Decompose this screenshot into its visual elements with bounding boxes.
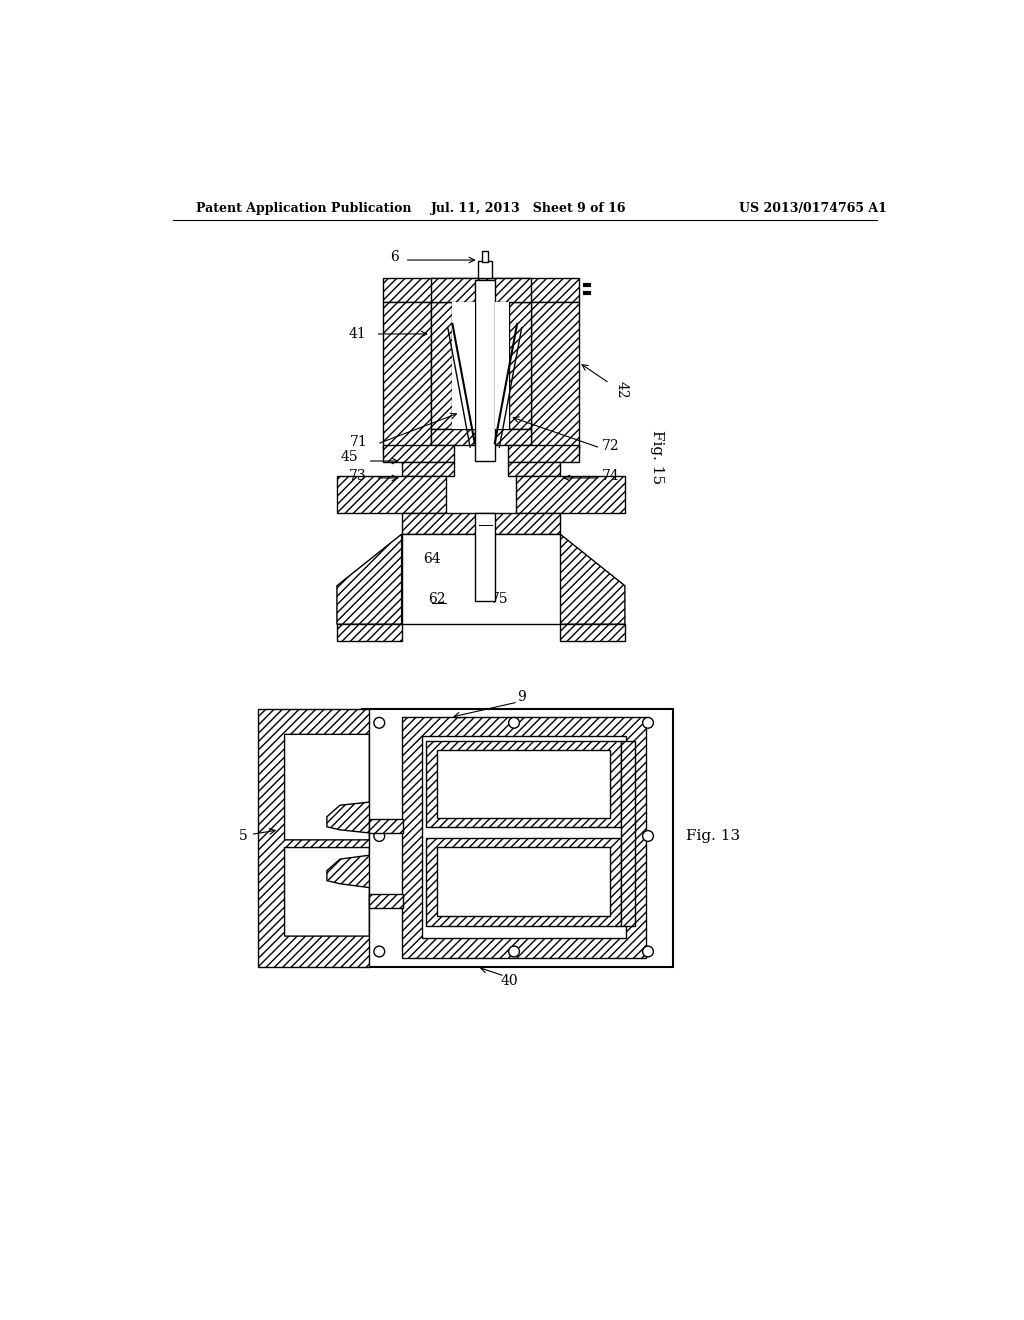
Text: 73: 73 — [348, 469, 367, 483]
Polygon shape — [337, 535, 401, 624]
Bar — [437, 847, 610, 916]
Text: 64: 64 — [424, 552, 441, 566]
Bar — [515, 475, 625, 512]
Text: Fig. 13: Fig. 13 — [686, 829, 740, 843]
Bar — [383, 277, 580, 302]
Bar — [431, 429, 531, 445]
Text: 71: 71 — [350, 434, 368, 449]
Circle shape — [374, 946, 385, 957]
Text: 41: 41 — [348, 327, 367, 341]
Bar — [531, 302, 579, 453]
Text: 74: 74 — [602, 469, 620, 483]
Bar — [401, 535, 560, 624]
Circle shape — [643, 830, 653, 841]
Bar — [475, 280, 495, 461]
Bar — [495, 302, 509, 429]
Text: 40: 40 — [501, 974, 518, 987]
Text: 62: 62 — [428, 591, 445, 606]
Bar — [621, 741, 635, 927]
Bar — [401, 717, 646, 958]
Text: Jul. 11, 2013   Sheet 9 of 16: Jul. 11, 2013 Sheet 9 of 16 — [431, 202, 627, 215]
Bar — [383, 302, 431, 453]
Bar — [478, 261, 492, 277]
Bar — [481, 251, 487, 261]
Bar — [401, 512, 560, 535]
Bar — [426, 838, 621, 927]
Polygon shape — [285, 847, 370, 936]
Bar — [370, 818, 403, 833]
Bar — [422, 737, 626, 939]
Bar — [258, 709, 370, 966]
Circle shape — [374, 718, 385, 729]
Text: 39: 39 — [514, 776, 532, 791]
Text: 5: 5 — [239, 829, 248, 843]
Text: 42: 42 — [614, 380, 628, 399]
Bar — [337, 624, 401, 642]
Text: 9: 9 — [517, 690, 526, 705]
Bar — [508, 445, 579, 462]
Circle shape — [509, 718, 519, 729]
Bar — [401, 462, 454, 475]
Text: 66: 66 — [474, 513, 492, 527]
Text: 72: 72 — [602, 438, 620, 453]
Text: 75: 75 — [492, 591, 509, 606]
Bar — [383, 445, 454, 462]
Polygon shape — [285, 734, 370, 840]
Text: 38: 38 — [514, 874, 532, 888]
Text: Patent Application Publication: Patent Application Publication — [196, 202, 412, 215]
Circle shape — [374, 830, 385, 841]
Bar — [431, 277, 531, 302]
Bar — [370, 894, 403, 908]
Circle shape — [643, 946, 653, 957]
Bar — [475, 512, 495, 601]
Bar — [508, 462, 560, 475]
Bar — [437, 750, 610, 817]
Circle shape — [509, 946, 519, 957]
Text: 6: 6 — [390, 249, 398, 264]
Circle shape — [643, 718, 653, 729]
Bar — [453, 302, 475, 429]
Text: 45: 45 — [341, 450, 358, 465]
Text: US 2013/0174765 A1: US 2013/0174765 A1 — [739, 202, 887, 215]
Bar — [337, 475, 446, 512]
Bar — [509, 302, 531, 429]
Bar — [560, 624, 625, 642]
Bar — [431, 302, 453, 429]
Bar — [361, 709, 674, 966]
Bar — [426, 741, 621, 826]
Text: Fig. 15: Fig. 15 — [650, 430, 665, 484]
Polygon shape — [560, 535, 625, 624]
